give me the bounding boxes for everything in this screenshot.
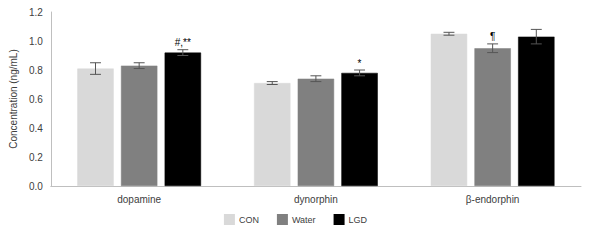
svg-text:β-endorphin: β-endorphin <box>466 194 520 205</box>
svg-text:Water: Water <box>292 215 316 225</box>
svg-text:¶: ¶ <box>490 31 495 42</box>
svg-text:Concentration (ng/mL): Concentration (ng/mL) <box>8 49 19 149</box>
svg-text:dynorphin: dynorphin <box>294 194 338 205</box>
svg-text:0.0: 0.0 <box>29 181 43 192</box>
svg-text:*: * <box>358 58 362 69</box>
svg-text:1.2: 1.2 <box>29 7 43 18</box>
svg-text:0.2: 0.2 <box>29 152 43 163</box>
svg-text:1.0: 1.0 <box>29 36 43 47</box>
svg-text:0.8: 0.8 <box>29 65 43 76</box>
svg-text:#,**: #,** <box>175 37 191 48</box>
svg-text:LGD: LGD <box>349 215 368 225</box>
svg-text:0.6: 0.6 <box>29 94 43 105</box>
svg-text:CON: CON <box>239 215 259 225</box>
svg-text:0.4: 0.4 <box>29 123 43 134</box>
svg-text:dopamine: dopamine <box>117 194 161 205</box>
